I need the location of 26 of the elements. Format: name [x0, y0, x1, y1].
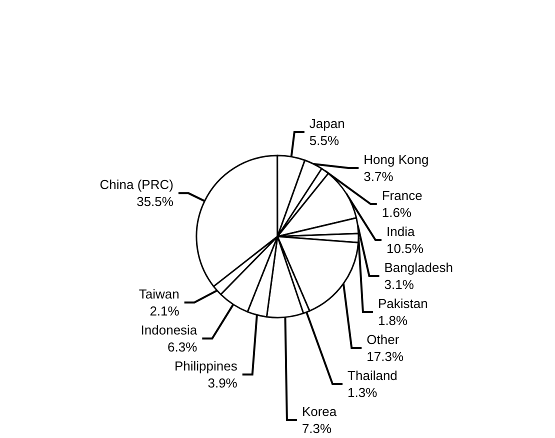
slice-label: France [382, 188, 422, 203]
data-label: 1.6% [382, 205, 412, 220]
data-label: 6.3% [168, 340, 198, 355]
data-label: 3.1% [384, 277, 414, 292]
data-label: 3.7% [364, 169, 394, 184]
slice-label: Hong Kong [364, 152, 429, 167]
data-label: 5.5% [309, 133, 340, 148]
data-label: 7.3% [302, 421, 332, 436]
data-label: 1.8% [378, 313, 408, 328]
slice-label: Philippines [174, 358, 238, 374]
data-label: 17.3% [366, 349, 404, 364]
slice-label: China (PRC) [100, 177, 174, 192]
slice-label: Other [366, 332, 400, 347]
slice-label: Japan [309, 116, 345, 131]
data-label: 2.1% [150, 304, 180, 319]
slice-label: Indonesia [140, 322, 198, 338]
slice-label: India [386, 224, 416, 239]
slice-label: Pakistan [378, 296, 428, 311]
slice-label: Korea [302, 404, 338, 419]
slice-label: Thailand [348, 368, 398, 383]
data-label: 1.3% [348, 385, 378, 400]
slice-label: Taiwan [138, 286, 180, 302]
data-label: 10.5% [386, 241, 424, 256]
data-label: 3.9% [208, 376, 238, 391]
slice-label: Bangladesh [384, 260, 453, 275]
data-label: 35.5% [136, 194, 174, 210]
